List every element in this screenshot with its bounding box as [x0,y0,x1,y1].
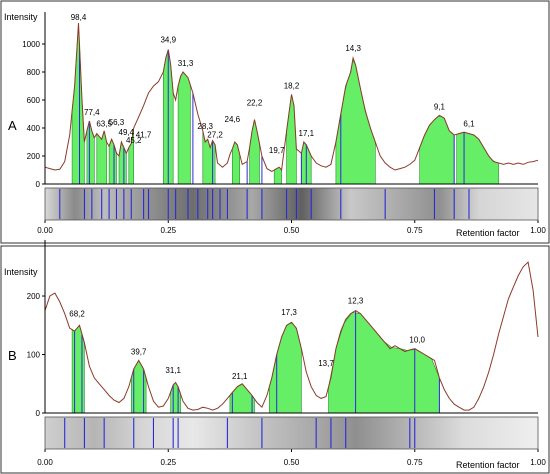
peak-label: 41,7 [136,131,152,140]
peak-area-8 [177,72,191,185]
peak-area-1 [71,325,85,414]
peak-label: 31,1 [165,366,181,375]
y-tick-label: 400 [27,124,41,133]
peak-area-11 [249,119,260,185]
peak-area-17 [456,132,499,185]
panel-a-trace-line [44,22,539,172]
peak-label: 63,5 [96,119,112,128]
peak-label: 49,4 [119,128,135,137]
y-tick-label: 200 [27,292,41,301]
panel-b-x-axis-title: Retention factor [456,460,520,470]
peak-label: 45,2 [126,136,142,145]
panel-a-plate-strip [44,187,539,221]
plate-strip-image [44,187,539,221]
panel-a-peak-markers [79,45,465,184]
panel-a-peak-labels: 98,4 77,4 63,556,349,445,241,7 34,9 31,3 28,3… [71,13,475,155]
y-tick-label: 200 [27,152,41,161]
peak-label: 77,4 [84,108,100,117]
peak-label: 13,7 [318,359,334,368]
x-tick-label: 0.25 [160,458,176,467]
x-tick-label: 0.50 [284,458,300,467]
panel-b-trace-line [44,261,539,411]
y-tick-label: 800 [27,68,41,77]
plate-strip-image [44,416,539,450]
x-tick-label: 1.00 [530,458,546,467]
peak-label: 31,3 [178,59,194,68]
x-tick-label: 0.75 [407,458,423,467]
peak-label: 28,3 [197,122,213,131]
y-tick-label: 100 [27,351,41,360]
y-tick-label: 600 [27,96,41,105]
x-tick-label: 0.75 [407,226,423,235]
peak-label: 9,1 [434,103,446,112]
peak-label: 21,1 [232,372,248,381]
panel-b-axes: 0 100 200 0.00 0.25 0.50 0.75 1.00 [27,240,546,467]
panel-b-y-axis-title: Intensity [4,267,38,277]
peak-area-15 [335,59,376,185]
x-tick-label: 0.00 [37,226,53,235]
panel-b-peak-markers [74,310,440,413]
y-tick-label: 1000 [22,40,40,49]
panel-a-frame [0,0,550,244]
peak-label: 17,1 [299,129,315,138]
panel-b-letter: B [8,348,17,363]
peak-area-6 [328,312,440,414]
panel-b-peak-labels: 68,2 39,7 31,1 21,1 17,3 13,7 12,3 10,0 [69,297,425,381]
panel-a-x-axis-title: Retention factor [456,228,520,238]
peak-label: 17,3 [281,308,297,317]
peak-label: 10,0 [409,336,425,345]
peak-area-13 [286,94,297,185]
peak-label: 39,7 [131,347,147,356]
x-tick-label: 0.25 [160,226,176,235]
peak-label: 34,9 [160,35,176,44]
x-tick-label: 0.50 [284,226,300,235]
peak-label: 14,3 [345,44,361,53]
peak-label: 12,3 [348,297,364,306]
panel-b-frame [0,245,550,474]
peak-area-16 [419,115,455,185]
x-tick-label: 1.00 [530,226,546,235]
peak-label: 22,2 [247,98,263,107]
peak-label: 6,1 [463,119,475,128]
peak-label: 68,2 [69,309,85,318]
panel-a-axes: 0 200 400 600 800 1000 0.00 0.25 0.50 0.75 1.00 [22,12,546,235]
peak-area-4 [229,383,255,414]
panel-a-letter: A [8,118,17,133]
peak-label: 24,6 [225,115,241,124]
peak-label: 19,7 [269,146,285,155]
x-tick-label: 0.00 [37,458,53,467]
panel-b-peak-areas [71,312,440,414]
panel-a-y-axis-title: Intensity [4,12,38,22]
panel-a: A Intensity Retention factor 0 200 400 600 8… [0,0,550,244]
peak-label: 56,3 [109,118,125,127]
panel-b-plate-strip [44,416,539,450]
peak-label: 98,4 [71,13,87,22]
y-tick-label: 0 [36,180,41,189]
peak-label: 27,2 [207,131,223,140]
peak-label: 18,2 [284,82,300,91]
y-tick-label: 0 [36,409,41,418]
peak-area-2 [86,121,95,185]
panel-b: B Intensity Retention factor 0 100 200 0.00… [0,240,550,474]
peak-area-4 [108,139,117,185]
